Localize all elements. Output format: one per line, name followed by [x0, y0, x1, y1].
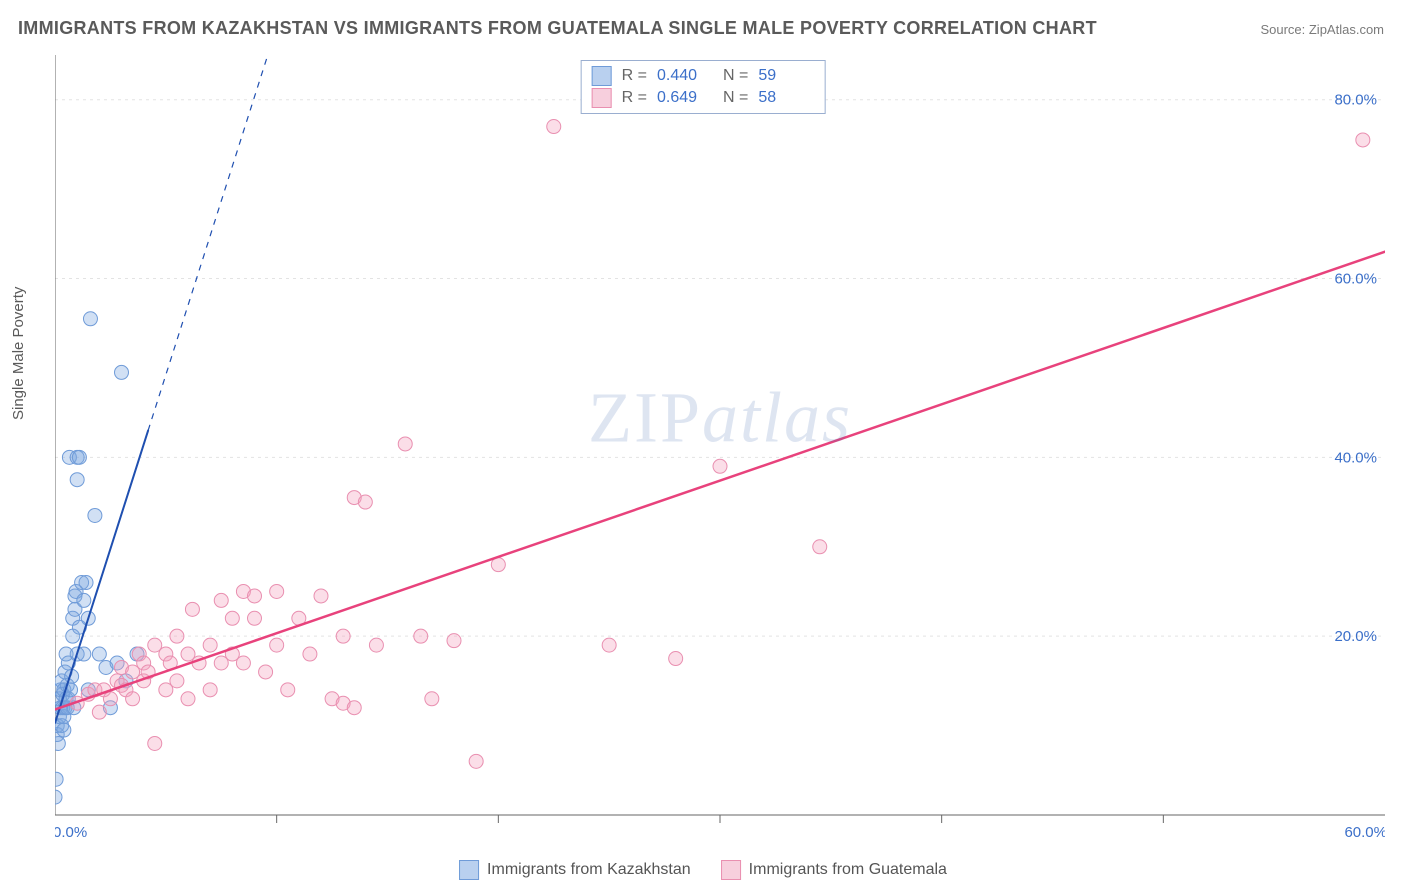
r-value-guatemala: 0.649: [657, 89, 713, 107]
chart-title: IMMIGRANTS FROM KAZAKHSTAN VS IMMIGRANTS…: [18, 18, 1097, 39]
correlation-legend: R = 0.440 N = 59 R = 0.649 N = 58: [581, 60, 826, 114]
n-label: N =: [723, 89, 748, 107]
series-legend: Immigrants from Kazakhstan Immigrants fr…: [459, 860, 947, 880]
svg-text:0.0%: 0.0%: [55, 824, 87, 841]
source-label: Source: ZipAtlas.com: [1260, 22, 1384, 37]
legend-row-guatemala: R = 0.649 N = 58: [592, 87, 815, 109]
swatch-kazakhstan: [592, 66, 612, 86]
svg-text:60.0%: 60.0%: [1344, 824, 1385, 841]
n-label: N =: [723, 67, 748, 85]
svg-text:40.0%: 40.0%: [1334, 449, 1377, 466]
svg-text:60.0%: 60.0%: [1334, 271, 1377, 288]
r-label: R =: [622, 89, 647, 107]
legend-row-kazakhstan: R = 0.440 N = 59: [592, 65, 815, 87]
r-label: R =: [622, 67, 647, 85]
n-value-kazakhstan: 59: [758, 67, 814, 85]
n-value-guatemala: 58: [758, 89, 814, 107]
legend-item-guatemala: Immigrants from Guatemala: [721, 860, 947, 880]
swatch-guatemala-icon: [721, 860, 741, 880]
chart-area: 20.0%40.0%60.0%80.0%0.0%60.0% ZIPatlas: [55, 55, 1385, 845]
swatch-kazakhstan-icon: [459, 860, 479, 880]
legend-item-kazakhstan: Immigrants from Kazakhstan: [459, 860, 691, 880]
svg-text:80.0%: 80.0%: [1334, 92, 1377, 109]
legend-label-kazakhstan: Immigrants from Kazakhstan: [487, 861, 691, 879]
legend-label-guatemala: Immigrants from Guatemala: [749, 861, 947, 879]
swatch-guatemala: [592, 88, 612, 108]
y-axis-label: Single Male Poverty: [10, 287, 27, 420]
scatter-chart: 20.0% 40.0% 60.0% 80.0% 0.0% 60.0%: [55, 55, 1385, 845]
svg-text:20.0%: 20.0%: [1334, 628, 1377, 645]
r-value-kazakhstan: 0.440: [657, 67, 713, 85]
